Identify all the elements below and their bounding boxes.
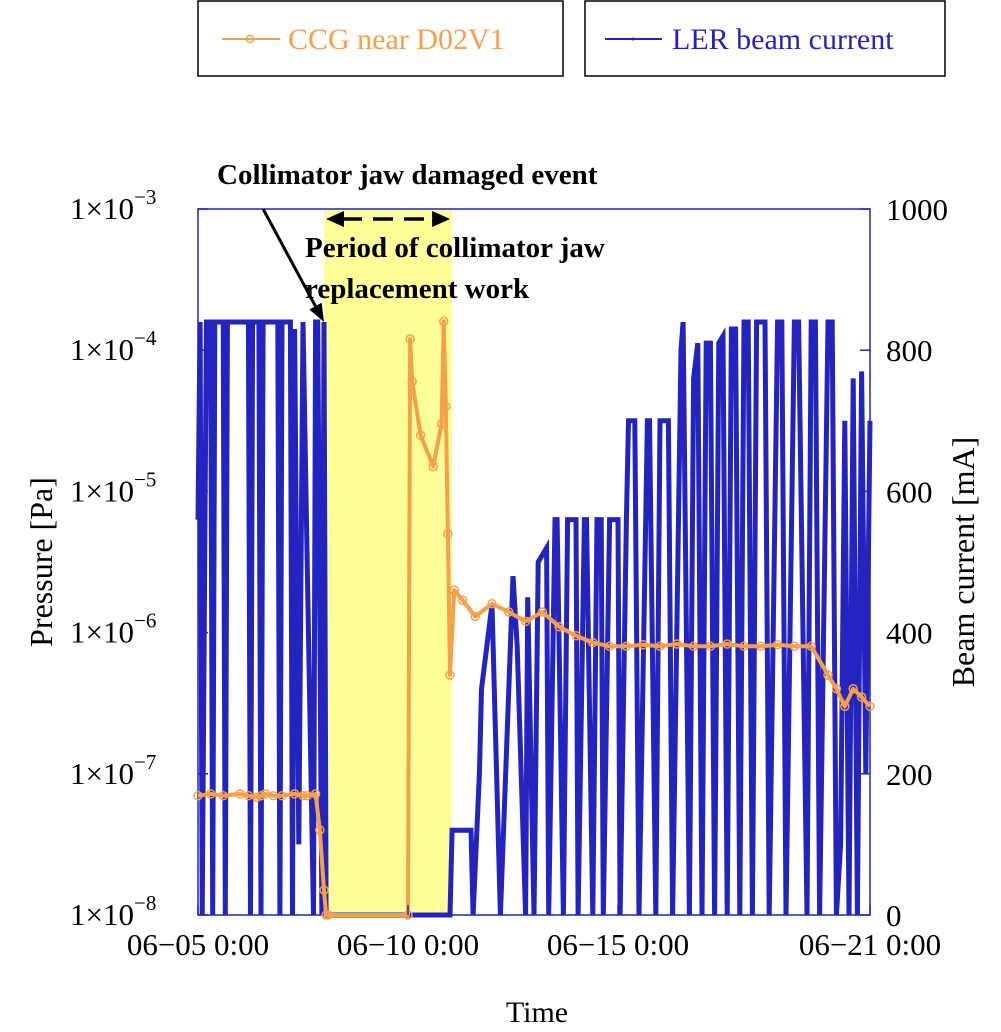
pressure-point — [428, 461, 438, 472]
pressure-point — [315, 825, 325, 835]
x-tick-label: 06−05 0:00 — [127, 927, 269, 962]
x-axis-ticks: 06−05 0:00 06−10 0:00 06−15 0:00 06−21 0:00 — [127, 905, 941, 962]
pressure-point — [436, 419, 447, 429]
pressure-point — [621, 641, 632, 652]
pressure-point — [445, 670, 455, 680]
pressure-point — [571, 630, 581, 641]
right-tick-label: 0 — [886, 898, 902, 933]
series-line-beam-current — [195, 319, 873, 918]
left-tick-label: 1×10−5 — [70, 467, 156, 508]
left-axis-ticks: 1×10−8 1×10−7 1×10−6 1×10−5 1×10−4 1×10−3 — [70, 185, 208, 932]
pressure-point — [302, 790, 312, 801]
pressure-point — [310, 789, 321, 799]
legend-label-pressure: CCG near D02V1 — [288, 23, 505, 56]
right-axis-ticks: 0 200 400 600 800 1000 — [860, 192, 948, 933]
pressure-point — [705, 641, 716, 652]
right-tick-label: 400 — [886, 616, 933, 651]
x-tick-label: 06−10 0:00 — [337, 927, 479, 962]
pressure-point — [688, 641, 699, 652]
pressure-point — [443, 529, 453, 539]
legend-label-current: LER beam current — [672, 23, 894, 56]
x-axis-label: Time — [506, 996, 568, 1029]
event-arrow — [261, 208, 317, 307]
pressure-point — [205, 789, 216, 799]
pressure-point — [537, 607, 548, 617]
pressure-point — [554, 622, 564, 632]
replacement-period-band — [324, 209, 453, 915]
pressure-point — [789, 641, 800, 652]
pressure-point — [319, 885, 329, 895]
pressure-point — [457, 595, 468, 605]
pressure-point — [638, 640, 648, 650]
pressure-point — [438, 316, 449, 327]
pressure-point — [722, 639, 732, 649]
pressure-point — [441, 401, 451, 412]
right-tick-label: 800 — [886, 333, 933, 368]
pressure-point — [260, 789, 270, 799]
pressure-point — [672, 639, 682, 649]
period-arrowhead-left — [326, 211, 344, 227]
pressure-point — [235, 789, 245, 799]
left-tick-label: 1×10−4 — [70, 326, 157, 367]
right-tick-label: 200 — [886, 757, 933, 792]
pressure-point — [323, 910, 333, 920]
left-tick-label: 1×10−8 — [70, 891, 156, 932]
left-tick-label: 1×10−7 — [70, 750, 156, 791]
pressure-point — [848, 684, 858, 694]
pressure-point — [415, 430, 426, 440]
left-tick-label: 1×10−6 — [70, 609, 156, 650]
period-arrowhead-right — [432, 211, 451, 227]
left-axis-label: Pressure [Pa] — [23, 477, 59, 647]
legend-entry-current[interactable]: LER beam current — [584, 0, 946, 77]
pressure-point — [405, 334, 415, 344]
pressure-point — [252, 792, 262, 803]
pressure-point — [407, 376, 417, 387]
pressure-point — [588, 637, 598, 648]
pressure-point — [756, 641, 766, 652]
pressure-point — [289, 789, 300, 799]
right-tick-label: 600 — [886, 474, 933, 509]
event-arrowhead — [309, 302, 324, 322]
annotation-damaged-event: Collimator jaw damaged event — [217, 159, 598, 191]
legend: CCG near D02V1 LER beam current — [197, 0, 946, 77]
annotation-period-line1: Period of collimator jaw — [305, 232, 605, 264]
pressure-point — [840, 701, 850, 712]
pressure-point — [520, 616, 531, 627]
pressure-markers — [193, 316, 875, 920]
x-tick-label: 06−21 0:00 — [799, 927, 941, 962]
pressure-point — [772, 640, 783, 650]
x-tick-label: 06−15 0:00 — [547, 927, 689, 962]
pressure-point — [739, 641, 749, 652]
pressure-point — [277, 790, 287, 801]
pressure-point — [856, 692, 867, 702]
pressure-point — [470, 611, 480, 622]
pressure-point — [449, 585, 459, 595]
left-tick-label: 1×10−3 — [70, 185, 156, 226]
pressure-point — [831, 684, 842, 694]
right-axis-label: Beam current [mA] — [945, 437, 981, 688]
pressure-point — [865, 701, 875, 712]
pressure-point — [193, 790, 203, 801]
pressure-point — [487, 599, 497, 609]
pressure-point — [298, 790, 308, 801]
pressure-point — [806, 641, 816, 652]
annotation-period-line2: replacement work — [305, 273, 530, 305]
pressure-point — [218, 790, 228, 801]
annotation-layer: Collimator jaw damaged event Period of c… — [217, 159, 605, 322]
legend-entry-pressure[interactable]: CCG near D02V1 — [197, 0, 564, 77]
pressure-point — [655, 641, 665, 652]
right-tick-label: 1000 — [886, 192, 948, 227]
pressure-point — [504, 607, 514, 617]
pressure-point — [823, 670, 833, 680]
pressure-point — [604, 641, 615, 652]
series-layer — [195, 319, 873, 918]
